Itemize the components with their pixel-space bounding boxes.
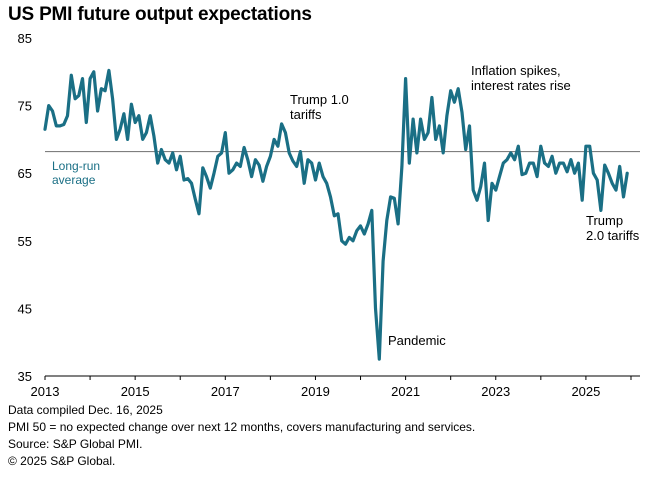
long-run-average-label: Long-run average: [52, 159, 100, 187]
x-tick-label-2025: 2025: [571, 384, 600, 399]
x-tick-label-2021: 2021: [391, 384, 420, 399]
x-tick-label-2015: 2015: [121, 384, 150, 399]
long-run-average-label-line: average: [52, 173, 96, 187]
annotation-line: Trump: [586, 213, 623, 228]
annotation-line: tariffs: [290, 107, 322, 122]
y-axis-ticks: 35 45 55 65 75 85: [18, 31, 32, 384]
chart-title: US PMI future output expectations: [8, 4, 312, 25]
annotation-line: Trump 1.0: [290, 92, 349, 107]
x-tick-label-2013: 2013: [31, 384, 60, 399]
footnote-copyright: © 2025 S&P Global.: [8, 454, 116, 468]
x-tick-label-2017: 2017: [211, 384, 240, 399]
annotation-2: Pandemic: [388, 333, 446, 348]
y-tick-label-55: 55: [18, 234, 32, 249]
annotation-line: 2.0 tariffs: [586, 228, 640, 243]
y-tick-label-85: 85: [18, 31, 32, 46]
long-run-average-label-line: Long-run: [52, 159, 100, 173]
y-tick-label-75: 75: [18, 99, 32, 114]
x-tick-label-2019: 2019: [301, 384, 330, 399]
series-group: [43, 68, 629, 361]
footnote-compiled: Data compiled Dec. 16, 2025: [8, 403, 163, 417]
line-chart: 35 45 55 65 75 85 2013 2015 2017 2019 2021 2023 202…: [18, 31, 640, 399]
y-tick-label-65: 65: [18, 166, 32, 181]
y-tick-label-45: 45: [18, 301, 32, 316]
annotation-1: Inflation spikes, interest rates rise: [471, 63, 571, 93]
annotations: Trump 1.0 tariffs Inflation spikes, interes…: [290, 63, 640, 348]
series-line-0: [43, 68, 629, 361]
footnote-definition: PMI 50 = no expected change over next 12…: [8, 420, 476, 434]
annotation-line: Inflation spikes,: [471, 63, 561, 78]
x-axis-ticks: 2013 2015 2017 2019 2021 2023 2025: [31, 376, 632, 399]
annotation-0: Trump 1.0 tariffs: [290, 92, 349, 122]
footnote-source: Source: S&P Global PMI.: [8, 437, 143, 451]
x-tick-label-2023: 2023: [481, 384, 510, 399]
y-tick-label-35: 35: [18, 369, 32, 384]
annotation-3: Trump 2.0 tariffs: [586, 213, 640, 243]
annotation-line: interest rates rise: [471, 78, 571, 93]
annotation-line: Pandemic: [388, 333, 446, 348]
